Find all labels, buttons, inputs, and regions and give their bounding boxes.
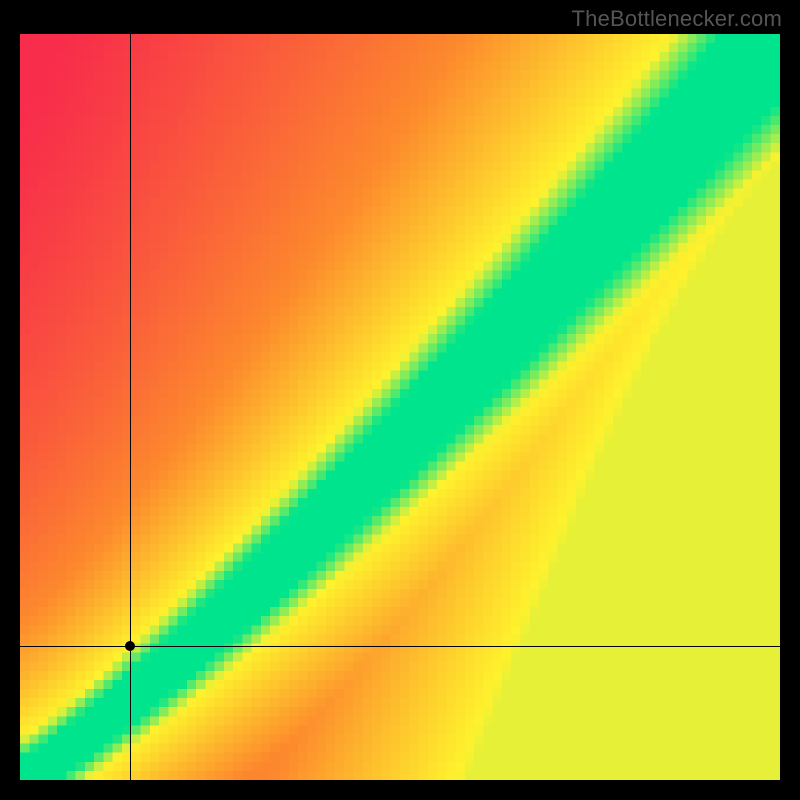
plot-area xyxy=(20,34,780,780)
watermark-label: TheBottlenecker.com xyxy=(572,6,782,32)
chart-container: TheBottlenecker.com xyxy=(0,0,800,800)
heatmap-canvas xyxy=(20,34,780,780)
selection-marker xyxy=(125,641,135,651)
crosshair-vertical xyxy=(130,34,131,780)
